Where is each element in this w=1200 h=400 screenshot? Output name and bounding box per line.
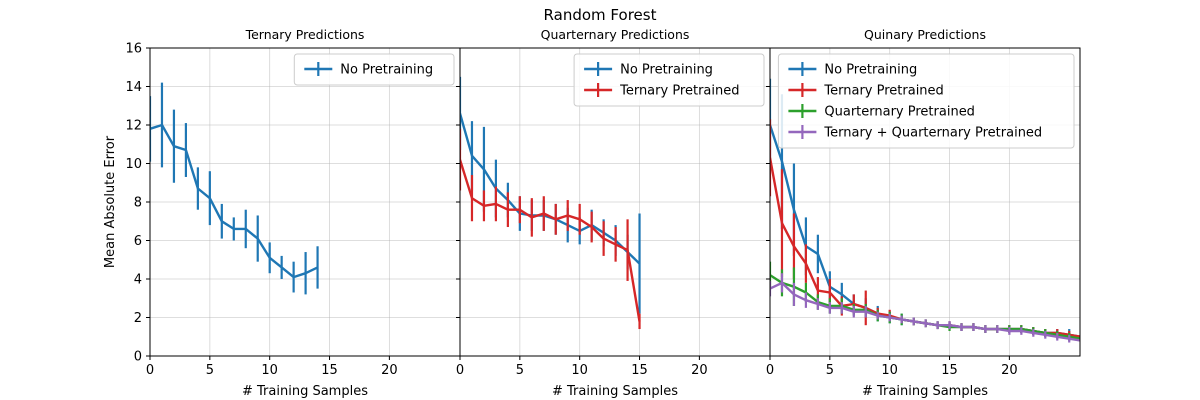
panel-2: 0 5 10 15 20 Quarternary Predictions # Trainin…	[456, 27, 771, 399]
series-line	[770, 157, 1080, 338]
y-tick-label: 6	[134, 234, 142, 249]
x-tick-label: 10	[571, 363, 588, 378]
y-tick-label: 16	[125, 42, 142, 57]
x-axis-label: # Training Samples	[242, 384, 368, 399]
legend-box	[293, 53, 455, 86]
legend: No Pretraining Ternary Pretrained	[573, 53, 765, 107]
y-axis-label: Mean Absolute Error	[103, 135, 118, 268]
x-tick-label: 20	[1001, 363, 1018, 378]
panel-1: 0 5 10 15 20 0 2 4 6 8 10 12 14 16 Ternary Predictions…	[125, 27, 461, 399]
y-tick-label: 12	[125, 119, 142, 134]
series-line	[770, 281, 1080, 342]
x-tick-label: 5	[206, 363, 214, 378]
panel-title: Quinary Predictions	[864, 27, 986, 42]
legend-box	[573, 53, 765, 107]
y-tick-label: 14	[125, 80, 142, 95]
x-tick-label: 5	[826, 363, 834, 378]
legend-label: No Pretraining	[340, 63, 433, 78]
legend-label: Ternary Pretrained	[823, 84, 943, 99]
series-group	[460, 76, 641, 330]
legend-label: No Pretraining	[824, 63, 917, 78]
legend-label: Ternary Pretrained	[619, 84, 739, 99]
series-group	[770, 78, 1080, 343]
x-tick-label: 15	[321, 363, 338, 378]
y-tick-label: 4	[134, 273, 142, 288]
series-group	[150, 82, 319, 295]
panel-title: Quarternary Predictions	[541, 27, 690, 42]
x-tick-label: 15	[631, 363, 648, 378]
series-line	[150, 123, 319, 279]
x-tick-label: 15	[941, 363, 958, 378]
legend: No Pretraining	[293, 53, 455, 86]
series-line	[770, 274, 1080, 340]
panel-title: Ternary Predictions	[245, 27, 365, 42]
x-tick-label: 10	[881, 363, 898, 378]
series-line	[460, 159, 641, 322]
axes-frame	[769, 47, 1081, 357]
y-tick-label: 8	[134, 196, 142, 211]
legend-label: Quarternary Pretrained	[824, 105, 975, 120]
y-tick-label: 10	[125, 157, 142, 172]
chart-panels: 0 5 10 15 20 0 2 4 6 8 10 12 14 16 Ternary Predictions…	[125, 27, 1081, 399]
x-axis-label: # Training Samples	[862, 384, 988, 399]
legend-label: No Pretraining	[620, 63, 713, 78]
x-tick-label: 0	[456, 363, 464, 378]
legend-box	[777, 53, 1075, 149]
x-tick-label: 20	[381, 363, 398, 378]
panel-3: 0 5 10 15 20 Quinary Predictions # Training Sa…	[766, 27, 1081, 399]
x-tick-label: 5	[516, 363, 524, 378]
legend-label: Ternary + Quarternary Pretrained	[823, 126, 1042, 141]
x-tick-label: 10	[261, 363, 278, 378]
x-tick-label: 0	[766, 363, 774, 378]
chart-suptitle: Random Forest	[544, 6, 657, 24]
series-line	[460, 113, 641, 265]
x-axis-label: # Training Samples	[552, 384, 678, 399]
y-tick-label: 2	[134, 311, 142, 326]
legend: No Pretraining Ternary Pretrained Quartern…	[777, 53, 1075, 149]
series-line	[770, 124, 1080, 338]
y-tick-label: 0	[134, 350, 142, 365]
x-tick-label: 0	[146, 363, 154, 378]
x-tick-label: 20	[691, 363, 708, 378]
